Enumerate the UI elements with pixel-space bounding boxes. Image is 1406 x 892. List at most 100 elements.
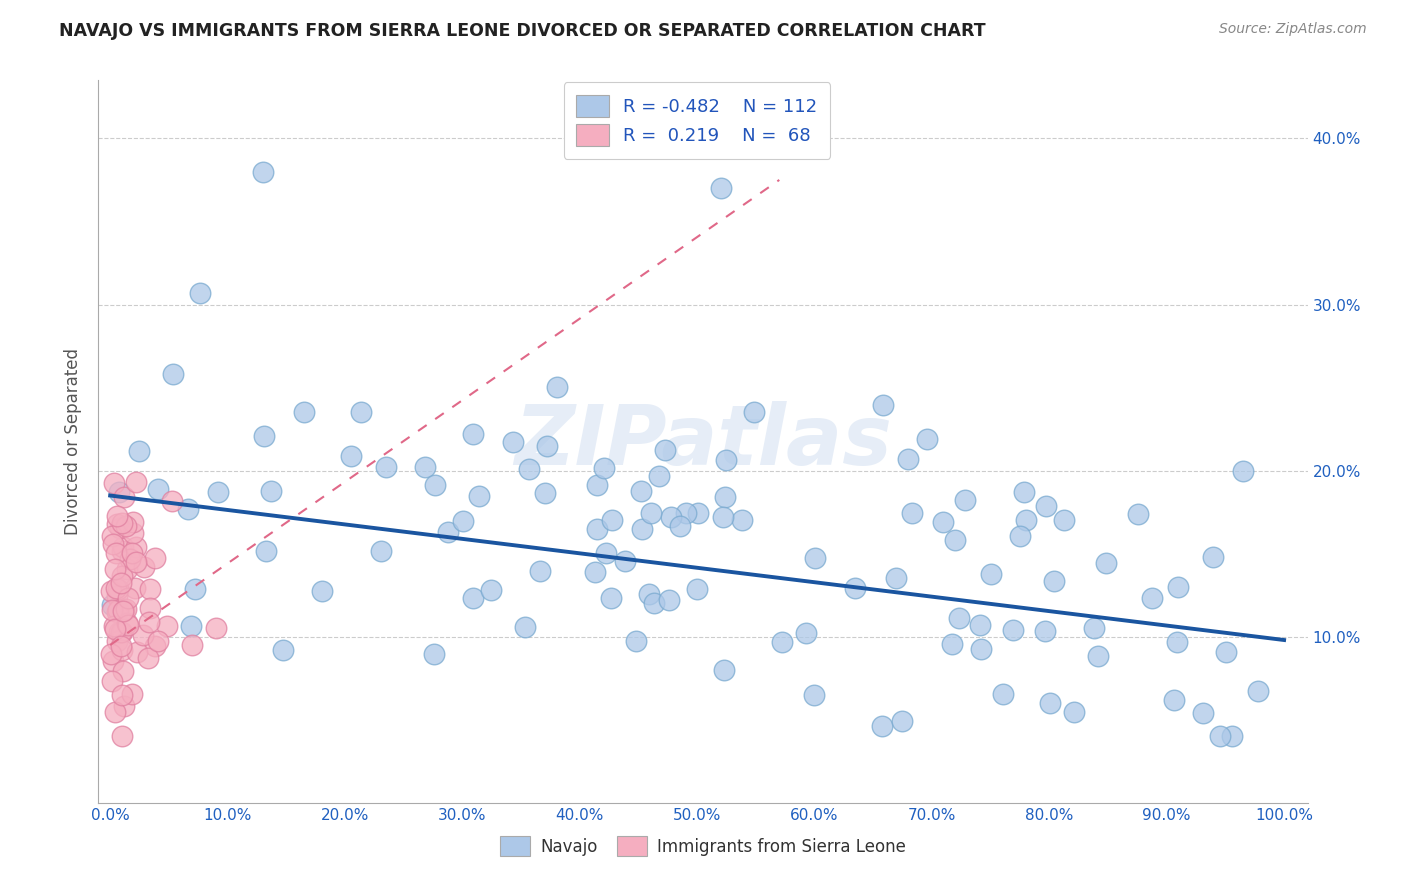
Point bbox=[468, 489, 491, 503]
Point bbox=[1232, 464, 1254, 478]
Point bbox=[101, 528, 124, 542]
Point bbox=[870, 719, 893, 733]
Point bbox=[108, 521, 131, 535]
Point bbox=[546, 380, 568, 394]
Point bbox=[1166, 635, 1188, 649]
Point bbox=[204, 621, 226, 635]
Point bbox=[770, 635, 793, 649]
Point bbox=[713, 490, 735, 504]
Point bbox=[105, 516, 128, 531]
Point bbox=[375, 460, 398, 475]
Point bbox=[630, 522, 652, 536]
Point bbox=[1015, 513, 1038, 527]
Point bbox=[176, 502, 198, 516]
Point bbox=[437, 524, 460, 539]
Point bbox=[423, 478, 446, 492]
Point bbox=[901, 506, 924, 520]
Point bbox=[146, 482, 169, 496]
Point bbox=[742, 405, 765, 419]
Point bbox=[640, 506, 662, 520]
Point bbox=[583, 565, 606, 579]
Point bbox=[513, 619, 536, 633]
Point bbox=[112, 699, 135, 714]
Point bbox=[110, 575, 132, 590]
Point bbox=[803, 688, 825, 702]
Point bbox=[105, 634, 128, 648]
Point bbox=[350, 405, 373, 419]
Point bbox=[145, 640, 167, 654]
Point bbox=[121, 687, 143, 701]
Point bbox=[872, 398, 894, 412]
Point bbox=[115, 601, 138, 615]
Point bbox=[1163, 693, 1185, 707]
Point bbox=[107, 603, 129, 617]
Point bbox=[932, 516, 955, 530]
Point bbox=[1087, 648, 1109, 663]
Point bbox=[103, 619, 125, 633]
Point bbox=[162, 367, 184, 381]
Y-axis label: Divorced or Separated: Divorced or Separated bbox=[65, 348, 83, 535]
Point bbox=[970, 641, 993, 656]
Point bbox=[103, 654, 125, 668]
Point bbox=[891, 714, 914, 728]
Point bbox=[592, 460, 614, 475]
Point bbox=[112, 603, 135, 617]
Point bbox=[626, 634, 648, 648]
Point bbox=[991, 687, 1014, 701]
Point bbox=[294, 405, 316, 419]
Point bbox=[111, 544, 134, 558]
Point bbox=[146, 633, 169, 648]
Point bbox=[111, 688, 134, 702]
Point bbox=[370, 544, 392, 558]
Point bbox=[181, 638, 204, 652]
Point bbox=[128, 444, 150, 458]
Point bbox=[184, 582, 207, 596]
Point bbox=[105, 605, 128, 619]
Text: Source: ZipAtlas.com: Source: ZipAtlas.com bbox=[1219, 22, 1367, 37]
Point bbox=[1039, 696, 1062, 710]
Point bbox=[124, 581, 146, 595]
Point bbox=[107, 484, 129, 499]
Point bbox=[1035, 499, 1057, 513]
Point bbox=[1192, 706, 1215, 721]
Point bbox=[256, 544, 278, 558]
Point bbox=[111, 624, 134, 639]
Point bbox=[599, 591, 621, 605]
Point bbox=[103, 537, 125, 551]
Point bbox=[117, 618, 139, 632]
Point bbox=[659, 510, 682, 524]
Point bbox=[413, 459, 436, 474]
Point bbox=[311, 583, 333, 598]
Point bbox=[600, 513, 623, 527]
Point bbox=[980, 567, 1002, 582]
Point bbox=[953, 493, 976, 508]
Point bbox=[630, 483, 652, 498]
Point bbox=[101, 603, 124, 617]
Point bbox=[253, 429, 276, 443]
Point bbox=[138, 615, 160, 630]
Point bbox=[111, 643, 134, 657]
Point bbox=[1247, 684, 1270, 698]
Point bbox=[260, 484, 283, 499]
Point bbox=[188, 286, 211, 301]
Point bbox=[103, 475, 125, 490]
Point bbox=[138, 600, 160, 615]
Point bbox=[115, 562, 138, 576]
Point bbox=[714, 453, 737, 467]
Point bbox=[117, 591, 139, 605]
Point bbox=[100, 583, 122, 598]
Point bbox=[686, 582, 709, 597]
Legend: Navajo, Immigrants from Sierra Leone: Navajo, Immigrants from Sierra Leone bbox=[494, 830, 912, 863]
Point bbox=[675, 506, 697, 520]
Point bbox=[136, 650, 159, 665]
Point bbox=[110, 516, 132, 530]
Point bbox=[1012, 484, 1035, 499]
Point bbox=[1167, 580, 1189, 594]
Point bbox=[105, 509, 128, 524]
Point bbox=[479, 583, 502, 598]
Point bbox=[101, 599, 124, 613]
Point bbox=[1033, 624, 1056, 638]
Point bbox=[125, 555, 148, 569]
Point bbox=[121, 515, 143, 529]
Point bbox=[638, 587, 661, 601]
